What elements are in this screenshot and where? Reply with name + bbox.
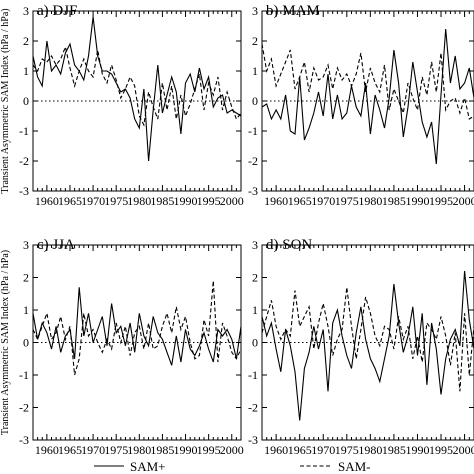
y-tick-label: -3 — [19, 433, 29, 447]
x-tick-label: 1995 — [429, 194, 453, 208]
x-tick-label: 1985 — [150, 194, 174, 208]
panel-4: -3 -2 -1 0 1 2 3 1960 1965 1970 1975 1980 1985 1990 19… — [248, 237, 474, 457]
y-tick-label: 2 — [252, 271, 258, 285]
x-tick-label: 1995 — [197, 443, 221, 457]
x-tick-label: 1975 — [104, 194, 128, 208]
x-tick-label: 1990 — [174, 194, 198, 208]
y-tick-label: -1 — [19, 368, 29, 382]
x-tick-label: 1960 — [264, 443, 288, 457]
x-tick-label: 1965 — [58, 194, 82, 208]
series-line-sam-plus — [261, 270, 474, 421]
x-tick-label: 1970 — [311, 443, 335, 457]
x-tick-label: 1995 — [429, 443, 453, 457]
x-tick-label: 1970 — [311, 194, 335, 208]
y-tick-label: -2 — [19, 401, 29, 415]
x-tick-label: 1980 — [127, 194, 151, 208]
x-tick-label: 1990 — [405, 194, 429, 208]
y-tick-label: -2 — [248, 154, 258, 168]
x-tick-label: 1990 — [405, 443, 429, 457]
x-tick-label: 1970 — [81, 443, 105, 457]
panel-1: -3 -2 -1 0 1 2 3 1960 1965 1970 1975 1980 1985 1990 19… — [0, 3, 244, 208]
x-tick-label: 1975 — [335, 443, 359, 457]
series-line-sam-plus — [32, 287, 242, 366]
y-axis-label: Transient Asymmetric SAM Index (hPa / hP… — [0, 8, 11, 193]
y-tick-label: -1 — [248, 124, 258, 138]
x-tick-label: 1990 — [174, 443, 198, 457]
x-tick-label: 1980 — [358, 194, 382, 208]
x-tick-label: 1995 — [197, 194, 221, 208]
x-tick-label: 1965 — [288, 194, 312, 208]
x-tick-label: 1985 — [382, 443, 406, 457]
panel-2: -3 -2 -1 0 1 2 3 1960 1965 1970 1975 1980 1985 1990 19… — [248, 3, 474, 208]
y-tick-label: 1 — [252, 64, 258, 78]
x-tick-label: 2000 — [453, 194, 474, 208]
series-line-sam-plus — [32, 16, 242, 162]
x-tick-label: 1970 — [81, 194, 105, 208]
x-tick-label: 1975 — [335, 194, 359, 208]
panel-title: d) SON — [266, 237, 312, 253]
legend-label-sam-minus: SAM- — [338, 459, 371, 474]
y-tick-label: 1 — [23, 64, 29, 78]
y-tick-label: -2 — [248, 401, 258, 415]
y-tick-label: -1 — [19, 124, 29, 138]
panel-title: c) JJA — [37, 237, 75, 253]
y-tick-label: 0 — [252, 94, 258, 108]
x-tick-label: 2000 — [220, 194, 244, 208]
y-tick-label: 2 — [23, 271, 29, 285]
y-tick-label: 0 — [23, 94, 29, 108]
y-tick-label: 2 — [23, 34, 29, 48]
panel-title: a) DJF — [37, 3, 77, 19]
x-tick-label: 2000 — [453, 443, 474, 457]
y-tick-label: -2 — [19, 154, 29, 168]
y-tick-label: 0 — [252, 336, 258, 350]
x-tick-label: 1960 — [264, 194, 288, 208]
series-line-sam-minus — [32, 280, 242, 376]
y-tick-label: -3 — [19, 184, 29, 198]
x-tick-label: 1975 — [104, 443, 128, 457]
x-tick-label: 1985 — [382, 194, 406, 208]
x-tick-label: 1980 — [127, 443, 151, 457]
y-tick-label: 3 — [23, 4, 29, 18]
series-line-sam-minus — [261, 287, 474, 392]
y-tick-label: 3 — [23, 238, 29, 252]
y-tick-label: 1 — [23, 303, 29, 317]
y-tick-label: -1 — [248, 368, 258, 382]
series-line-sam-minus — [261, 43, 474, 120]
y-axis-label: Transient Asymmetric SAM Index (hPa / hP… — [0, 250, 11, 435]
x-tick-label: 2000 — [220, 443, 244, 457]
x-tick-label: 1965 — [288, 443, 312, 457]
legend-label-sam-plus: SAM+ — [130, 459, 166, 474]
panel-3: -3 -2 -1 0 1 2 3 1960 1965 1970 1975 1980 1985 1990 19… — [0, 237, 244, 457]
series-line-sam-plus — [261, 28, 474, 165]
y-tick-label: 0 — [23, 336, 29, 350]
y-tick-label: 3 — [252, 238, 258, 252]
panel-title: b) MAM — [266, 3, 320, 19]
x-tick-label: 1965 — [58, 443, 82, 457]
series-line-sam-minus — [32, 45, 242, 127]
x-tick-label: 1960 — [35, 443, 59, 457]
legend: SAM+ SAM- — [94, 459, 371, 474]
x-tick-label: 1985 — [150, 443, 174, 457]
y-tick-label: 1 — [252, 303, 258, 317]
x-tick-label: 1960 — [35, 194, 59, 208]
x-tick-label: 1980 — [358, 443, 382, 457]
y-tick-label: -3 — [248, 433, 258, 447]
y-tick-label: -3 — [248, 184, 258, 198]
y-tick-label: 2 — [252, 34, 258, 48]
y-tick-label: 3 — [252, 4, 258, 18]
